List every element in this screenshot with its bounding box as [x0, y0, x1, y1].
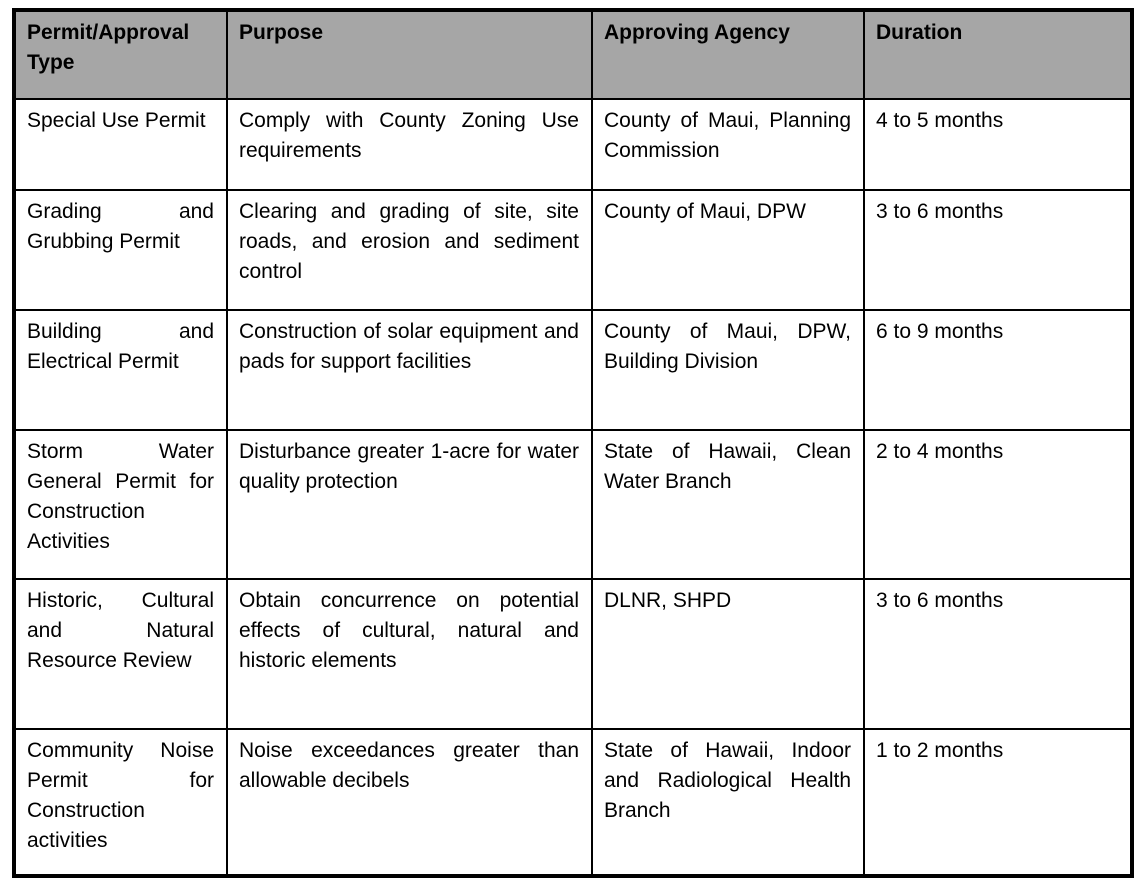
table-header-row: Permit/Approval Type Purpose Approving A… [13, 9, 1133, 100]
table-row-community-noise-permit: Community Noise Permit for Construction … [13, 728, 1133, 877]
header-purpose: Purpose [226, 9, 593, 100]
cell-permit-type: Grading and Grubbing Permit [13, 189, 228, 311]
permits-approvals-table: Permit/Approval Type Purpose Approving A… [12, 8, 1134, 878]
table-row-storm-water-general-permit: Storm Water General Permit for Construct… [13, 429, 1133, 580]
cell-permit-type: Community Noise Permit for Construction … [13, 728, 228, 877]
cell-purpose: Obtain concurrence on potential effects … [226, 578, 593, 730]
cell-purpose: Comply with County Zoning Use requiremen… [226, 98, 593, 191]
cell-agency: County of Maui, DPW [591, 189, 865, 311]
cell-agency: County of Maui, Planning Commission [591, 98, 865, 191]
cell-purpose: Construction of solar equipment and pads… [226, 309, 593, 431]
cell-purpose: Disturbance greater 1-acre for water qua… [226, 429, 593, 580]
cell-duration: 3 to 6 months [863, 189, 1133, 311]
header-permit-approval-type: Permit/Approval Type [13, 9, 228, 100]
cell-duration: 2 to 4 months [863, 429, 1133, 580]
cell-purpose: Noise exceedances greater than allowable… [226, 728, 593, 877]
table-row-historic-cultural-natural-review: Historic, Cultural and Natural Resource … [13, 578, 1133, 730]
cell-permit-type: Special Use Permit [13, 98, 228, 191]
table-row-grading-grubbing-permit: Grading and Grubbing Permit Clearing and… [13, 189, 1133, 311]
cell-purpose: Clearing and grading of site, site roads… [226, 189, 593, 311]
cell-duration: 6 to 9 months [863, 309, 1133, 431]
table-row-special-use-permit: Special Use Permit Comply with County Zo… [13, 98, 1133, 191]
table-row-building-electrical-permit: Building and Electrical Permit Construct… [13, 309, 1133, 431]
cell-permit-type: Building and Electrical Permit [13, 309, 228, 431]
cell-duration: 3 to 6 months [863, 578, 1133, 730]
cell-permit-type: Historic, Cultural and Natural Resource … [13, 578, 228, 730]
header-approving-agency: Approving Agency [591, 9, 865, 100]
cell-agency: County of Maui, DPW, Building Division [591, 309, 865, 431]
cell-agency: State of Hawaii, Indoor and Radiological… [591, 728, 865, 877]
cell-duration: 1 to 2 months [863, 728, 1133, 877]
cell-permit-type: Storm Water General Permit for Construct… [13, 429, 228, 580]
cell-agency: DLNR, SHPD [591, 578, 865, 730]
header-duration: Duration [863, 9, 1133, 100]
cell-agency: State of Hawaii, Clean Water Branch [591, 429, 865, 580]
cell-duration: 4 to 5 months [863, 98, 1133, 191]
